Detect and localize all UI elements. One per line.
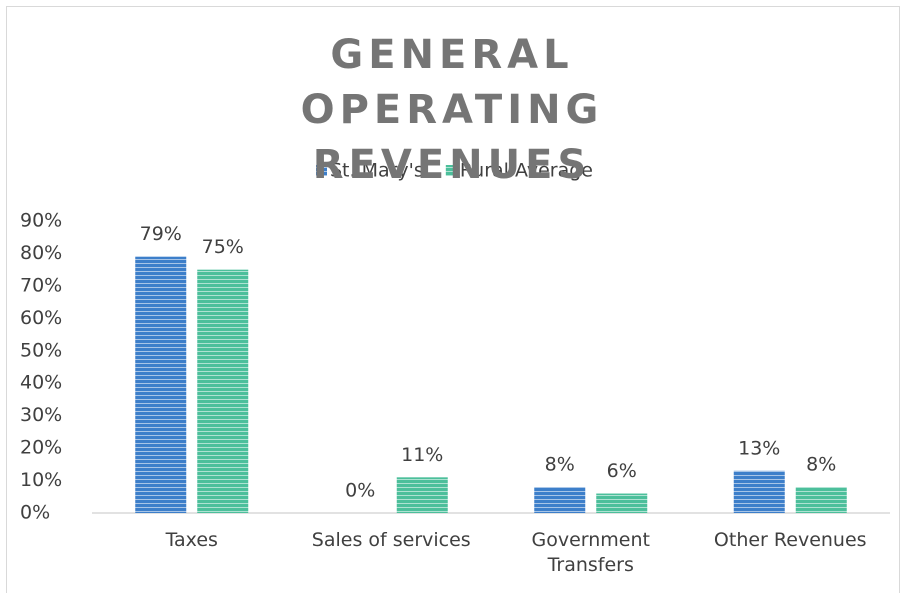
data-label: 8% xyxy=(806,454,836,476)
y-tick-label: 30% xyxy=(20,404,62,426)
y-tick-label: 0% xyxy=(20,502,50,524)
y-tick-label: 90% xyxy=(20,210,62,232)
bar xyxy=(396,477,448,513)
y-tick-label: 40% xyxy=(20,372,62,394)
y-tick-label: 80% xyxy=(20,242,62,264)
legend-label: Rural Average xyxy=(460,160,593,182)
data-label: 13% xyxy=(738,437,780,459)
x-tick-label: Sales of services xyxy=(311,529,471,551)
y-tick-label: 20% xyxy=(20,437,62,459)
chart-border xyxy=(6,6,900,593)
bar xyxy=(135,256,187,513)
data-label: 8% xyxy=(545,454,575,476)
bar xyxy=(795,487,847,513)
bar xyxy=(197,269,249,513)
data-label: 11% xyxy=(401,444,443,466)
legend-swatch xyxy=(316,165,327,176)
bar xyxy=(733,470,785,513)
data-label: 6% xyxy=(607,460,637,482)
legend-label: St. Mary's xyxy=(330,160,424,182)
data-label: 0% xyxy=(345,480,375,502)
chart-title: GENERAL OPERATING REVENUES xyxy=(300,32,604,188)
legend-swatch xyxy=(445,165,457,176)
y-tick-label: 10% xyxy=(20,469,62,491)
y-tick-label: 50% xyxy=(20,339,62,361)
x-tick-label: Taxes xyxy=(165,529,218,551)
data-label: 75% xyxy=(202,236,244,258)
y-tick-label: 60% xyxy=(20,307,62,329)
data-label: 79% xyxy=(140,223,182,245)
y-tick-label: 70% xyxy=(20,274,62,296)
x-tick-label: Other Revenues xyxy=(713,529,867,551)
x-tick-label: Government Transfers xyxy=(531,529,651,576)
bar xyxy=(596,493,648,513)
bar xyxy=(534,487,586,513)
